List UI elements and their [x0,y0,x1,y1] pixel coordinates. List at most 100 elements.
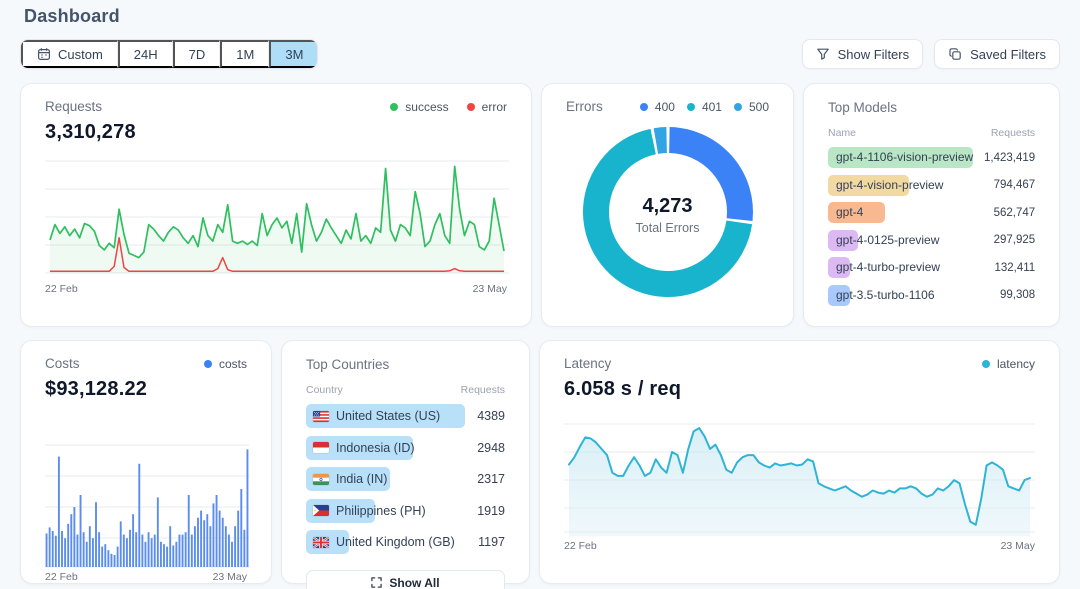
costs-bar-chart[interactable] [45,443,249,569]
model-requests-value: 1,423,419 [984,151,1036,164]
legend-dot [981,359,990,368]
show-all-button[interactable]: Show All [306,569,505,589]
us-flag-icon [313,410,329,422]
x-axis-end-label: 23 May [1000,540,1035,552]
time-range-7d[interactable]: 7D [172,40,221,68]
country-row[interactable]: United States (US) 4389 [306,404,505,428]
x-axis-start-label: 22 Feb [564,540,597,552]
legend-dot [686,102,695,111]
time-range-3m[interactable]: 3M [269,40,318,68]
saved-filters-label: Saved Filters [970,46,1046,62]
models-col-name: Name [828,127,857,139]
model-bar [828,229,859,251]
country-row[interactable]: India (IN) 2317 [306,467,505,491]
legend-item-error: error [466,100,507,114]
model-bar [828,147,974,168]
top-models-title: Top Models [828,100,898,115]
legend-dot [733,102,742,111]
country-bar-zone: Philippines (PH) [306,498,465,523]
legend-label: success [405,99,449,114]
legend-label: 401 [701,99,722,114]
legend-label: 400 [654,99,675,114]
countries-col-requests: Requests [460,384,505,396]
model-row[interactable]: gpt-4-turbo-preview 132,411 [828,257,1035,278]
top-countries-list: United States (US) 4389 Indonesia (ID) 2948… [306,404,505,562]
legend-item-500: 500 [733,99,769,114]
country-requests-value: 1197 [478,535,505,549]
time-range-label: 3M [285,46,304,62]
legend-dot [390,102,399,111]
latency-total-value: 6.058 s / req [564,378,682,400]
country-name: United States (US) [306,404,465,428]
requests-line-chart[interactable] [45,159,509,281]
top-models-columns: Name Requests [828,127,1035,139]
country-label: United States (US) [336,409,441,423]
legend-label: 500 [748,99,769,114]
country-row[interactable]: Philippines (PH) 1919 [306,498,505,523]
latency-area-chart[interactable] [564,422,1035,538]
country-label: Philippines (PH) [336,503,426,518]
errors-total-label: Total Errors [635,220,700,235]
legend-item-success: success [390,99,449,114]
errors-donut-chart[interactable]: 4,273 Total Errors [580,124,756,305]
model-row[interactable]: gpt-4-1106-vision-preview 1,423,419 [828,147,1035,168]
legend-item-401: 401 [686,99,722,114]
model-row[interactable]: gpt-4-vision-preview 794,467 [828,174,1035,196]
model-bar [828,284,850,306]
latency-x-axis: 22 Feb 23 May [564,540,1035,552]
show-filters-label: Show Filters [837,46,910,62]
show-filters-button[interactable]: Show Filters [801,39,924,69]
expand-icon [371,577,383,588]
country-requests-value: 1919 [477,503,505,518]
legend-dot [203,359,212,368]
country-name: Indonesia (ID) [306,436,465,460]
requests-total-value: 3,310,278 [45,121,136,143]
toolbar: Custom 24H 7D 1M 3M Show Filters Saved Filte… [20,39,1060,69]
country-name: India (IN) [306,467,465,491]
time-range-label: 1M [236,46,255,62]
funnel-icon [816,47,830,61]
model-bar-zone: gpt-4-0125-preview [828,229,973,251]
errors-card-title: Errors [566,99,603,114]
country-bar-zone: United States (US) [306,404,465,428]
model-bar-zone: gpt-4-vision-preview [828,174,973,196]
requests-card-title: Requests [45,99,103,114]
country-row[interactable]: Indonesia (ID) 2948 [306,435,505,460]
top-models-card: Top Models Name Requests gpt-4-1106-visi… [803,83,1061,327]
legend-dot [639,102,648,111]
legend-item-400: 400 [639,99,675,114]
requests-legend: success error [390,100,507,114]
model-row[interactable]: gpt-4 562,747 [828,202,1035,223]
model-row[interactable]: gpt-3.5-turbo-1106 99,308 [828,284,1035,306]
model-requests-value: 132,411 [994,261,1036,274]
time-range-24h[interactable]: 24H [117,40,173,68]
time-range-1m[interactable]: 1M [220,40,270,68]
country-label: Indonesia (ID) [336,440,415,455]
model-bar-zone: gpt-3.5-turbo-1106 [828,284,973,306]
country-name: United Kingdom (GB) [306,530,465,554]
time-range-label: Custom [58,46,103,62]
model-bar-zone: gpt-4 [828,202,973,223]
ph-flag-icon [313,505,329,516]
country-requests-value: 2317 [477,472,505,486]
latency-card-title: Latency [564,356,612,371]
requests-card: Requests success error 3,310,278 22 Feb 2… [20,83,532,327]
country-row[interactable]: United Kingdom (GB) 1197 [306,530,505,554]
model-row[interactable]: gpt-4-0125-preview 297,925 [828,229,1035,251]
saved-filters-button[interactable]: Saved Filters [934,39,1060,69]
costs-card-title: Costs [45,356,80,371]
legend-label: costs [218,356,247,371]
time-range-custom[interactable]: Custom [21,40,118,68]
legend-label: latency [996,356,1035,371]
top-countries-card: Top Countries Country Requests United St… [281,340,530,589]
model-requests-value: 562,747 [993,206,1036,219]
legend-dot [466,102,475,111]
country-bar-zone: Indonesia (ID) [306,435,465,460]
country-requests-value: 4389 [477,409,505,423]
country-requests-value: 2948 [477,440,505,455]
country-label: United Kingdom (GB) [336,535,455,549]
country-label: India (IN) [336,472,388,486]
model-name: gpt-3.5-turbo-1106 [836,287,935,302]
top-countries-columns: Country Requests [306,384,505,396]
donut-svg [582,127,753,297]
